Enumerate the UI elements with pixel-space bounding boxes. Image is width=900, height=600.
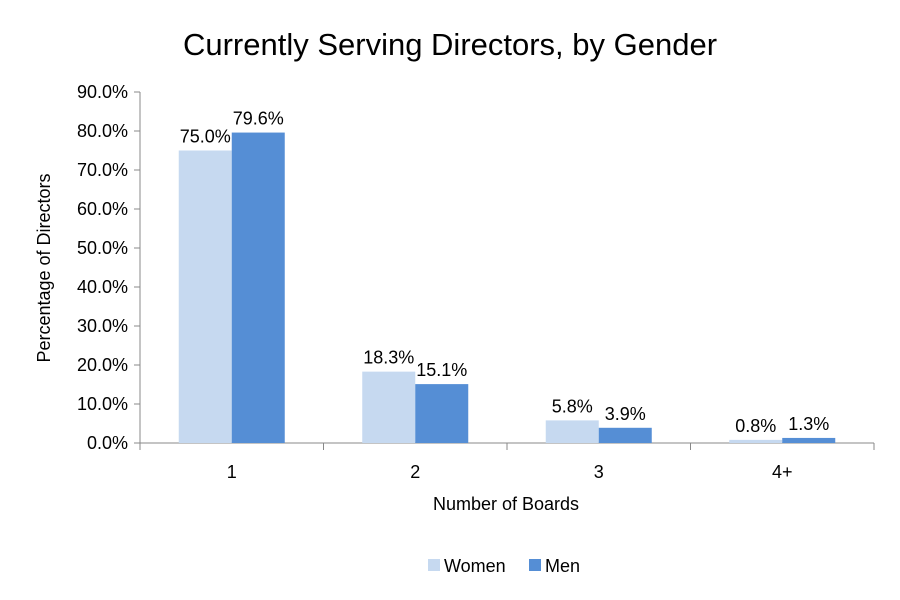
bar-women — [729, 439, 783, 443]
bar-men — [598, 427, 652, 443]
chart-title: Currently Serving Directors, by Gender — [183, 27, 717, 62]
y-tick-label: 50.0% — [77, 238, 128, 258]
y-tick-label: 70.0% — [77, 160, 128, 180]
y-tick-label: 10.0% — [77, 394, 128, 414]
bar-women — [545, 420, 599, 443]
legend-swatch-men — [529, 559, 541, 571]
x-tick-label: 4+ — [772, 462, 793, 482]
y-axis-label: Percentage of Directors — [34, 173, 54, 362]
y-tick-label: 80.0% — [77, 121, 128, 141]
y-tick-label: 40.0% — [77, 277, 128, 297]
legend-swatch-women — [428, 559, 440, 571]
bar-men — [231, 132, 285, 443]
plot-area: 0.0% 10.0% 20.0% 30.0% 40.0% 50.0% 60.0% 70.0% 8… — [77, 82, 875, 482]
bar-women — [362, 371, 416, 443]
y-tick-label: 0.0% — [87, 433, 128, 453]
y-tick-label: 60.0% — [77, 199, 128, 219]
data-label-men: 15.1% — [416, 360, 467, 380]
data-label-women: 75.0% — [180, 127, 231, 147]
bar-women — [178, 150, 232, 443]
data-label-women: 5.8% — [552, 396, 593, 416]
y-tick-label: 20.0% — [77, 355, 128, 375]
y-tick-label: 30.0% — [77, 316, 128, 336]
legend-label-women: Women — [444, 556, 506, 576]
bar-men — [415, 384, 469, 443]
x-tick-label: 2 — [410, 462, 420, 482]
data-label-women: 0.8% — [735, 416, 776, 436]
bar-men — [782, 437, 836, 443]
x-axis-label: Number of Boards — [433, 494, 579, 514]
x-tick-label: 3 — [594, 462, 604, 482]
data-label-men: 79.6% — [233, 109, 284, 129]
y-tick-label: 90.0% — [77, 82, 128, 102]
data-label-women: 18.3% — [363, 348, 414, 368]
data-label-men: 1.3% — [788, 414, 829, 434]
data-label-men: 3.9% — [605, 404, 646, 424]
x-tick-label: 1 — [227, 462, 237, 482]
legend: Women Men — [428, 556, 580, 576]
legend-label-men: Men — [545, 556, 580, 576]
